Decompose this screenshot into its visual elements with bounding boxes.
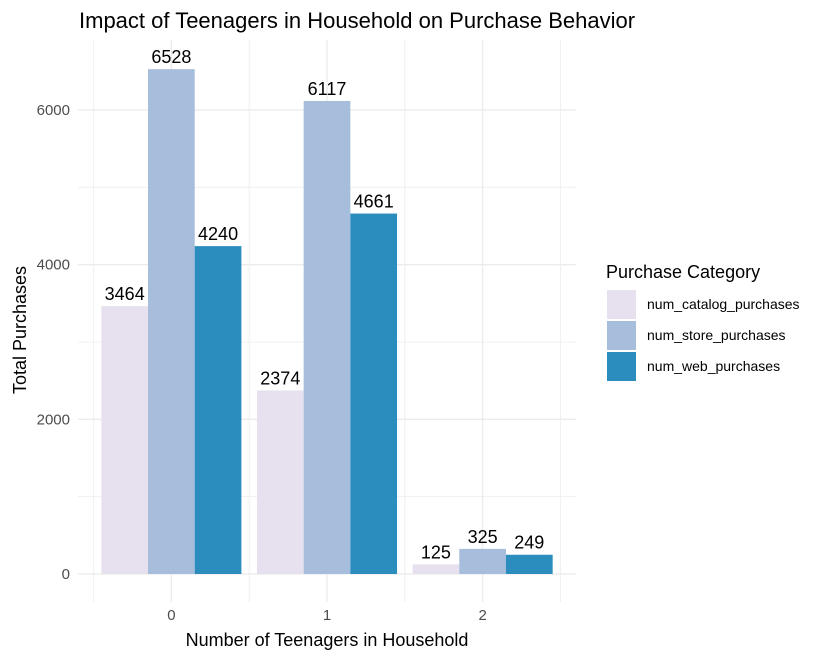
data-label: 249 (514, 533, 544, 553)
y-tick-label: 4000 (37, 257, 70, 274)
x-tick-label: 0 (167, 607, 175, 624)
data-label: 125 (421, 542, 451, 562)
bar-num_catalog_purchases-2 (412, 564, 460, 574)
bar-num_catalog_purchases-0 (101, 306, 149, 574)
bar-num_web_purchases-0 (194, 246, 242, 574)
data-label: 6117 (308, 79, 347, 99)
legend-key-num_store_purchases (607, 321, 636, 350)
data-label: 2374 (260, 368, 300, 388)
data-label: 3464 (105, 284, 145, 304)
bar-num_store_purchases-1 (303, 100, 351, 575)
y-axis-title: Total Purchases (10, 266, 30, 394)
bars (101, 69, 553, 575)
data-label: 6528 (151, 47, 191, 67)
x-tick-label: 2 (478, 607, 486, 624)
legend-label: num_store_purchases (647, 327, 786, 343)
bar-num_store_purchases-2 (459, 548, 506, 574)
y-axis-ticks: 0 2000 4000 6000 (37, 102, 70, 583)
y-tick-label: 2000 (37, 411, 70, 428)
legend-label: num_catalog_purchases (647, 296, 800, 312)
y-tick-label: 6000 (37, 102, 70, 119)
legend: Purchase Category num_catalog_purchasesn… (606, 262, 800, 381)
data-label: 4240 (198, 224, 238, 244)
data-label: 4661 (354, 192, 394, 212)
y-tick-label: 0 (62, 566, 70, 583)
bar-num_store_purchases-0 (148, 69, 195, 574)
x-axis-ticks: 0 1 2 (167, 607, 487, 624)
legend-title: Purchase Category (606, 262, 760, 282)
legend-key-num_catalog_purchases (607, 290, 636, 319)
x-axis-title: Number of Teenagers in Household (186, 630, 469, 650)
bar-num_web_purchases-1 (350, 213, 398, 575)
data-label: 325 (468, 527, 498, 547)
data-labels: 3464 2374 125 6528 6117 325 4240 4661 249 (105, 47, 545, 562)
legend-label: num_web_purchases (647, 358, 780, 374)
bar-num_web_purchases-2 (505, 554, 553, 574)
bar-num_catalog_purchases-1 (256, 390, 304, 574)
legend-key-num_web_purchases (607, 352, 636, 381)
chart-title: Impact of Teenagers in Household on Purc… (79, 8, 635, 33)
x-tick-label: 1 (323, 607, 331, 624)
